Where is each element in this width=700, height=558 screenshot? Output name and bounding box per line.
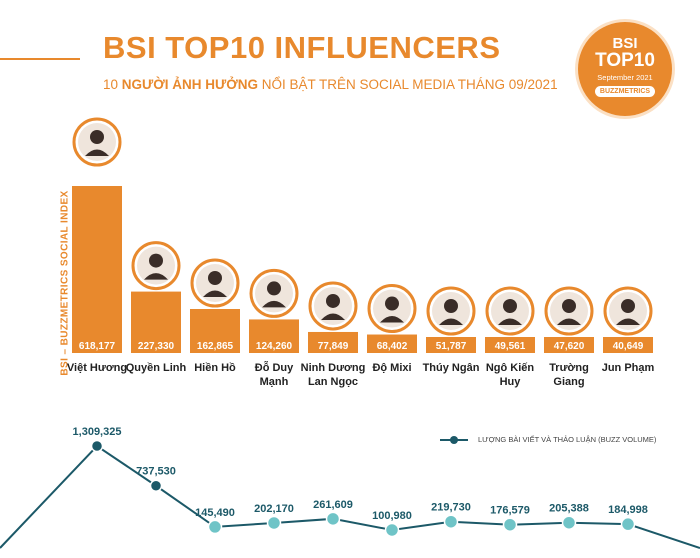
bar xyxy=(190,309,240,353)
category-label: Quyền Linh xyxy=(126,362,187,374)
line-point xyxy=(443,514,459,529)
avatar-head xyxy=(326,293,340,308)
category-label: Thúy Ngân xyxy=(423,362,480,374)
bar xyxy=(485,337,535,353)
bar xyxy=(131,291,181,353)
line-point xyxy=(207,519,223,535)
avatar-head xyxy=(562,299,576,313)
subtitle-part-1: 10 xyxy=(103,77,122,92)
bar xyxy=(367,334,417,353)
line-value-label: 145,490 xyxy=(195,507,235,519)
bar xyxy=(603,337,653,353)
line-value-label: 1,309,325 xyxy=(73,426,122,438)
bar xyxy=(72,186,122,353)
badge-line-2: TOP10 xyxy=(595,50,655,71)
bar-value-label: 49,561 xyxy=(495,341,526,352)
category-label: Hiền Hồ xyxy=(194,362,236,374)
person-avatar-icon xyxy=(249,268,299,318)
person-avatar-icon xyxy=(190,258,240,308)
category-label: Ninh Dương xyxy=(301,362,366,374)
bar-value-label: 51,787 xyxy=(436,341,467,352)
avatar-head xyxy=(621,299,635,313)
line-point xyxy=(266,515,282,531)
avatar-body xyxy=(557,318,581,325)
bar xyxy=(544,337,594,353)
bar xyxy=(426,337,476,353)
avatar-head xyxy=(208,271,222,286)
line-point xyxy=(620,516,636,532)
bar-value-label: 77,849 xyxy=(318,341,349,352)
person-avatar-icon xyxy=(131,241,181,291)
subtitle-bold: NGƯỜI ẢNH HƯỞNG xyxy=(121,77,258,92)
avatar-body xyxy=(616,318,640,325)
category-label: Ngô Kiến xyxy=(486,362,535,374)
line-value-label: 176,579 xyxy=(490,505,530,517)
person-avatar-icon xyxy=(72,117,122,167)
title-accent-line xyxy=(0,58,80,60)
avatar-head xyxy=(444,299,458,313)
line-value-label: 261,609 xyxy=(313,499,353,511)
person-avatar-icon xyxy=(485,286,535,336)
line-point xyxy=(149,479,163,492)
bsi-top10-badge: BSI TOP10 September 2021 BUZZMETRICS xyxy=(578,22,672,116)
line-point xyxy=(90,439,104,453)
line-value-label: 100,980 xyxy=(372,510,412,522)
avatar-body xyxy=(321,313,345,320)
avatar-head xyxy=(149,253,163,268)
bar-value-label: 162,865 xyxy=(197,341,234,352)
avatar-body xyxy=(380,316,404,323)
category-label: Lan Ngọc xyxy=(308,376,358,388)
category-label: Giang xyxy=(553,376,584,388)
page-title: BSI TOP10 INFLUENCERS xyxy=(103,30,501,65)
avatar-body xyxy=(262,300,286,308)
category-label: Trường xyxy=(549,362,589,374)
avatar-body xyxy=(439,318,463,325)
subtitle-part-2: NỔI BẬT TRÊN SOCIAL MEDIA THÁNG 09/2021 xyxy=(257,77,558,92)
line-value-label: 219,730 xyxy=(431,502,471,514)
line-point xyxy=(384,522,400,538)
line-value-label: 205,388 xyxy=(549,503,589,515)
person-avatar-icon xyxy=(426,286,476,336)
category-label: Mạnh xyxy=(260,376,289,388)
category-label: Độ Mixi xyxy=(372,362,411,374)
category-label: Việt Hương xyxy=(67,362,127,374)
badge-brand: BUZZMETRICS xyxy=(595,86,655,97)
person-avatar-icon xyxy=(367,284,417,334)
avatar-head xyxy=(90,130,104,144)
bar-value-label: 124,260 xyxy=(256,341,293,352)
bar-value-label: 47,620 xyxy=(554,341,585,352)
person-avatar-icon xyxy=(308,281,358,331)
category-label: Jun Phạm xyxy=(602,362,655,374)
bar-value-label: 227,330 xyxy=(138,341,175,352)
avatar-body xyxy=(203,290,227,298)
line-point xyxy=(561,515,577,530)
badge-line-3: September 2021 xyxy=(597,73,653,82)
line-point xyxy=(325,511,341,527)
bar-value-label: 40,649 xyxy=(613,341,644,352)
avatar-body xyxy=(498,318,522,325)
avatar-head xyxy=(385,296,399,311)
person-avatar-icon xyxy=(603,286,653,336)
line-value-label: 202,170 xyxy=(254,503,294,515)
person-avatar-icon xyxy=(544,286,594,336)
category-label: Đỗ Duy xyxy=(255,361,294,374)
bar-value-label: 618,177 xyxy=(79,341,116,352)
legend-label: LƯỢNG BÀI VIẾT VÀ THẢO LUẬN (BUZZ VOLUME… xyxy=(478,435,657,444)
bar-value-label: 68,402 xyxy=(377,341,408,352)
avatar-head xyxy=(267,281,281,296)
bar xyxy=(308,331,358,353)
category-label: Huy xyxy=(500,376,522,388)
avatar-head xyxy=(503,299,517,313)
line-value-label: 737,530 xyxy=(136,466,176,478)
line-value-label: 184,998 xyxy=(608,504,648,516)
page-subtitle: 10 NGƯỜI ẢNH HƯỞNG NỔI BẬT TRÊN SOCIAL M… xyxy=(103,77,558,92)
legend-marker-swatch xyxy=(450,436,458,444)
line-point xyxy=(502,517,518,532)
badge-line-1: BSI xyxy=(612,35,638,52)
avatar-body xyxy=(144,273,168,280)
bar xyxy=(249,319,299,353)
buzz-volume-line xyxy=(0,444,700,549)
avatar-body xyxy=(85,149,109,156)
